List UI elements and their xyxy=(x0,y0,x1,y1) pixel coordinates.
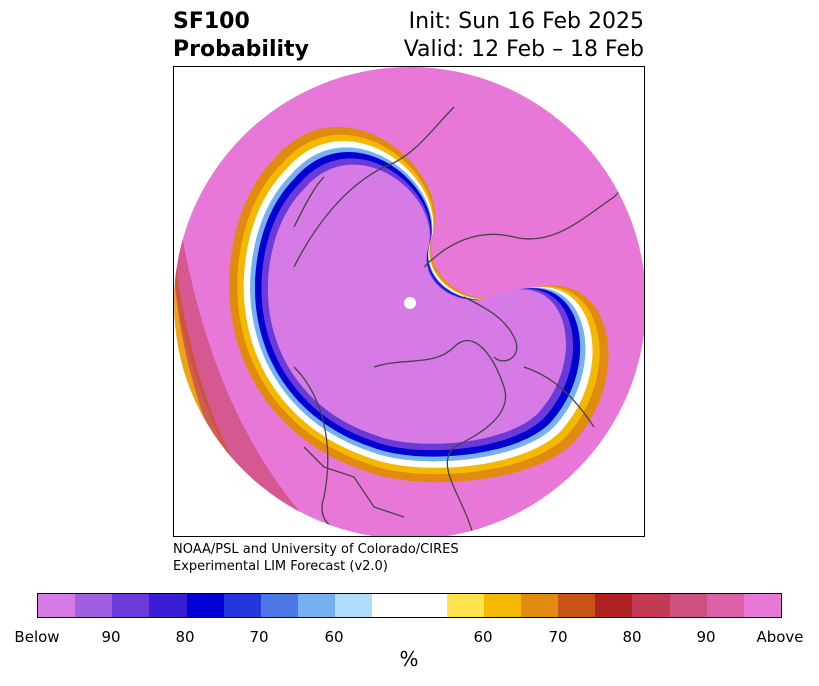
variable-name: SF100 xyxy=(173,9,250,34)
colorbar-segment xyxy=(595,594,633,617)
credit-line-2: Experimental LIM Forecast (v2.0) xyxy=(173,559,388,574)
product-name: Probability xyxy=(173,37,309,62)
colorbar-segment xyxy=(223,594,261,617)
valid-range: Valid: 12 Feb – 18 Feb xyxy=(403,37,644,62)
colorbar-label-below-60: 60 xyxy=(324,628,344,646)
siberia-coast xyxy=(293,106,455,268)
us-border xyxy=(303,446,405,518)
colorbar-segment xyxy=(149,594,187,617)
labrador-coast xyxy=(523,366,595,428)
colorbar xyxy=(37,593,782,618)
colorbar-segment xyxy=(186,594,224,617)
colorbar-segment xyxy=(112,594,150,617)
greenland-coast xyxy=(463,296,518,362)
polar-map xyxy=(174,67,644,536)
colorbar-segment xyxy=(669,594,707,617)
colorbar-segment xyxy=(521,594,559,617)
colorbar-label-above-70: 70 xyxy=(548,628,568,646)
bering-coast xyxy=(293,176,325,228)
colorbar-label-above-60: 60 xyxy=(473,628,493,646)
pole-marker xyxy=(404,297,416,309)
colorbar-label-below: Below xyxy=(14,628,60,646)
colorbar-segment xyxy=(38,594,76,617)
colorbar-segment xyxy=(335,594,373,617)
colorbar-label-below-90: 90 xyxy=(101,628,121,646)
colorbar-segment xyxy=(558,594,596,617)
colorbar-segment xyxy=(743,594,782,617)
below-core xyxy=(267,164,566,444)
title-left: SF100 Probability xyxy=(173,8,309,64)
colorbar-segment xyxy=(483,594,522,617)
hudson-bay-coast xyxy=(373,339,507,536)
colorbar-label-below-80: 80 xyxy=(175,628,195,646)
credit-text: NOAA/PSL and University of Colorado/CIRE… xyxy=(173,541,459,575)
colorbar-label-above-80: 80 xyxy=(622,628,642,646)
colorbar-label-below-70: 70 xyxy=(249,628,269,646)
colorbar-segment xyxy=(372,594,447,617)
pacific-band xyxy=(174,187,324,536)
title-right: Init: Sun 16 Feb 2025 Valid: 12 Feb – 18… xyxy=(404,8,644,64)
colorbar-segment xyxy=(298,594,336,617)
colorbar-segment xyxy=(446,594,484,617)
map-panel xyxy=(173,66,645,537)
probability-field xyxy=(174,67,644,536)
credit-line-1: NOAA/PSL and University of Colorado/CIRE… xyxy=(173,542,459,557)
init-date: Init: Sun 16 Feb 2025 xyxy=(408,9,644,34)
colorbar-segment xyxy=(706,594,744,617)
colorbar-segment xyxy=(260,594,299,617)
colorbar-segment xyxy=(632,594,670,617)
colorbar-segment xyxy=(75,594,113,617)
colorbar-unit: % xyxy=(399,647,419,671)
colorbar-label-above: Above xyxy=(756,628,804,646)
colorbar-label-above-90: 90 xyxy=(696,628,716,646)
